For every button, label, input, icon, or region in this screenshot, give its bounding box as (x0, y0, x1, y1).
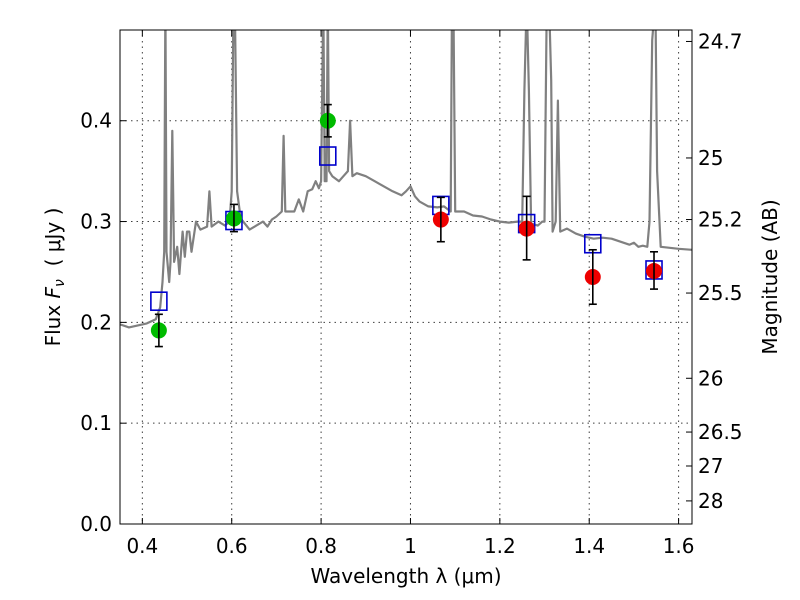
y-tick-label: 0.3 (80, 210, 112, 234)
y-tick-label: 0.4 (80, 109, 112, 133)
model-photometry-square (318, 146, 337, 166)
x-tick-label: 1 (404, 534, 417, 558)
x-tick-labels: 0.4 0.6 0.8 1 1.2 1.4 1.6 (126, 534, 694, 558)
y2-tick-label: 26.5 (698, 420, 743, 444)
y-axis-label: Flux Fν ( μJy ) (41, 208, 68, 347)
model-spectrum-line (120, 30, 692, 329)
plot-area (120, 30, 692, 348)
y2-tick-labels: 24.7 25 25.2 25.5 26 26.5 27 28 (698, 29, 743, 512)
x-tick-label: 1.4 (573, 534, 605, 558)
x-tick-label: 1.2 (484, 534, 516, 558)
y2-tick-label: 25.2 (698, 208, 743, 232)
plot-frame (119, 29, 693, 525)
y-tick-label: 0.2 (80, 310, 112, 334)
y-tick-labels: 0.0 0.1 0.2 0.3 0.4 (80, 109, 112, 536)
y2-tick-label: 24.7 (698, 29, 743, 53)
y-tick-label: 0.1 (80, 411, 112, 435)
y2-tick-label: 26 (698, 366, 723, 390)
grid-lines (120, 30, 692, 524)
tick-marks (120, 30, 692, 525)
x-tick-label: 0.6 (216, 534, 248, 558)
y2-tick-label: 25 (698, 146, 723, 170)
y2-tick-label: 25.5 (698, 281, 743, 305)
y2-tick-label: 27 (698, 454, 723, 478)
x-axis-label: Wavelength λ (μm) (310, 564, 501, 588)
y-tick-label: 0.0 (80, 512, 112, 536)
x-tick-label: 1.6 (663, 534, 695, 558)
model-photometry-square (150, 291, 168, 311)
x-tick-label: 0.4 (126, 534, 158, 558)
y2-tick-label: 28 (698, 489, 723, 513)
y2-axis-label: Magnitude (AB) (758, 199, 782, 354)
x-tick-label: 0.8 (305, 534, 337, 558)
